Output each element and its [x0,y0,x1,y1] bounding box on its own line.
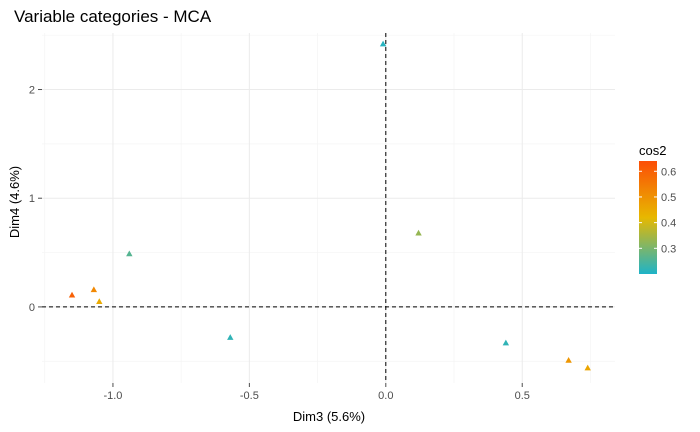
data-point [126,250,133,257]
legend-tick-label: 0.3 [661,243,676,255]
legend-tick-label: 0.5 [661,192,676,204]
data-point [68,291,76,298]
legend-title: cos2 [639,143,666,158]
data-point [584,364,591,371]
legend: cos2 0.3 0.4 0.5 0.6 [639,143,676,274]
legend-colorbar [639,161,657,274]
y-tick-label: 1 [29,193,35,205]
y-tick-label: 2 [29,85,35,97]
data-point [227,334,234,340]
data-point [379,40,387,47]
y-axis-label: Dim4 (4.6%) [7,166,22,238]
axes: -1.0 -0.5 0.0 0.5 0 1 2 [29,85,530,402]
data-point [415,229,422,236]
legend-tick-label: 0.6 [661,166,676,178]
chart-title: Variable categories - MCA [14,7,212,26]
data-point [502,339,510,346]
x-axis-label: Dim3 (5.6%) [293,409,365,424]
data-point [565,356,572,363]
x-tick-label: 0.5 [515,390,530,402]
x-tick-label: -0.5 [240,390,259,402]
reference-lines [42,33,615,383]
data-points [68,40,591,371]
data-point [90,286,98,293]
y-tick-label: 0 [29,302,35,314]
x-tick-label: -1.0 [103,390,122,402]
x-tick-label: 0.0 [378,390,393,402]
legend-tick-label: 0.4 [661,218,676,230]
data-point [96,298,103,305]
